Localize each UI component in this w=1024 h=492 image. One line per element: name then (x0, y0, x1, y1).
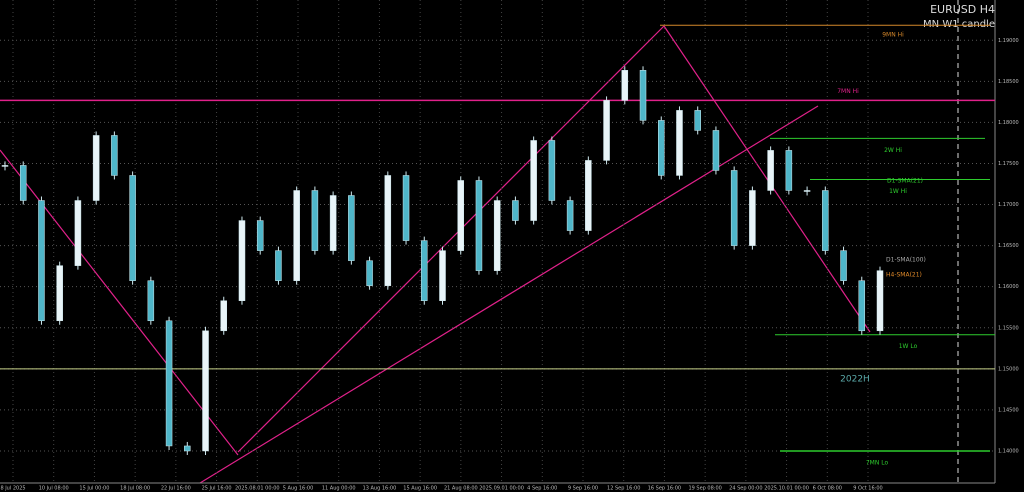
candle (803, 190, 811, 192)
candle (329, 195, 337, 251)
x-tick-label: 16 Sep 16:00 (648, 486, 681, 492)
candle (566, 200, 574, 231)
candle (585, 160, 592, 231)
x-tick-label: 8 Jul 2025 (0, 486, 25, 492)
x-tick-label: 2025.08.01 00:00 (235, 486, 280, 492)
candle (238, 220, 246, 301)
x-tick-label: 21 Aug 08:00 (444, 486, 478, 492)
candle (56, 265, 63, 322)
x-tick-label: 24 Sep 00:00 (729, 486, 762, 492)
y-tick-label: 1.14500 (998, 407, 1019, 413)
candle (730, 170, 738, 246)
candle (694, 110, 701, 131)
x-tick-label: 11 Aug 00:00 (322, 486, 356, 492)
candle (38, 200, 45, 322)
candle (603, 100, 610, 161)
candle (147, 280, 155, 322)
x-tick-label: 12 Sep 16:00 (607, 486, 640, 492)
level-label: 2022H (840, 374, 870, 384)
candle (366, 260, 373, 286)
level-label: 9MN Hi (882, 32, 904, 39)
x-tick-label: 13 Aug 16:00 (363, 486, 397, 492)
candle (548, 140, 556, 201)
x-tick-label: 4 Sep 16:00 (527, 486, 557, 492)
x-tick-label: 2025.10.01 00:00 (764, 486, 809, 492)
candle (840, 250, 847, 281)
candle (256, 220, 264, 251)
annotation: D1-SMA(21) (887, 178, 923, 185)
x-tick-label: 18 Jul 08:00 (120, 486, 150, 492)
level-label: 7MN Hi (837, 88, 859, 95)
x-tick-label: 10 Jul 08:00 (39, 486, 69, 492)
annotation: H4-SMA(21) (886, 272, 922, 279)
candle (749, 190, 756, 246)
y-tick-label: 1.18000 (998, 120, 1019, 126)
candle (92, 135, 100, 201)
candle (822, 190, 829, 251)
y-tick-label: 1.17500 (998, 161, 1019, 167)
candle (348, 195, 355, 261)
y-tick-label: 1.17000 (998, 202, 1019, 208)
candle (493, 200, 501, 271)
candle (293, 190, 300, 281)
trendline (237, 25, 665, 453)
x-tick-label: 9 Sep 16:00 (568, 486, 598, 492)
y-tick-label: 1.18500 (998, 79, 1019, 85)
candle (621, 70, 629, 101)
candle (184, 445, 191, 452)
level-label: 1W Lo (899, 343, 918, 350)
candle (311, 190, 319, 251)
level-label: 1W Hi (889, 188, 907, 195)
x-tick-label: 9 Oct 16:00 (853, 486, 882, 492)
candle (202, 330, 209, 452)
y-tick-label: 1.15500 (998, 325, 1019, 331)
level-label: 2W Hi (884, 147, 902, 154)
x-tick-label: 15 Jul 00:00 (79, 486, 109, 492)
candle (19, 165, 27, 201)
candle (1, 165, 9, 167)
candle (111, 135, 118, 176)
x-tick-label: 5 Aug 16:00 (283, 486, 314, 492)
candle (712, 130, 720, 171)
x-tick-label: 22 Jul 16:00 (161, 486, 191, 492)
x-tick-label: 6 Oct 08:00 (813, 486, 842, 492)
candle (74, 200, 82, 266)
candle (767, 150, 774, 191)
candle (165, 320, 173, 447)
candle (676, 110, 683, 176)
x-tick-label: 2025.09.01 00:00 (479, 486, 524, 492)
candle (275, 250, 282, 281)
candle (402, 175, 410, 241)
candle (439, 250, 446, 301)
y-tick-label: 1.14000 (998, 448, 1019, 454)
x-tick-label: 15 Aug 16:00 (403, 486, 437, 492)
y-tick-label: 1.16000 (998, 284, 1019, 290)
candle (457, 180, 464, 251)
candle (475, 180, 483, 271)
candle (129, 175, 136, 281)
y-tick-label: 1.19000 (998, 38, 1019, 44)
candle (876, 270, 884, 332)
candle (421, 240, 428, 301)
chart-subtitle: MN W1 candle (923, 19, 995, 30)
chart-title: EURUSD H4 (930, 3, 995, 16)
level-label: 7MN Lo (866, 459, 889, 466)
x-tick-label: 19 Sep 08:00 (688, 486, 721, 492)
candle (530, 140, 537, 221)
candle (785, 150, 793, 191)
candle (220, 300, 227, 332)
annotation: D1-SMA(100) (886, 257, 926, 264)
candle (858, 280, 866, 332)
candle (512, 200, 519, 221)
y-tick-label: 1.16500 (998, 243, 1019, 249)
x-tick-label: 25 Jul 16:00 (202, 486, 232, 492)
candle (658, 120, 665, 176)
y-tick-label: 1.15000 (998, 366, 1019, 372)
candle (384, 175, 392, 286)
candle (639, 70, 647, 121)
trendline (663, 25, 871, 333)
